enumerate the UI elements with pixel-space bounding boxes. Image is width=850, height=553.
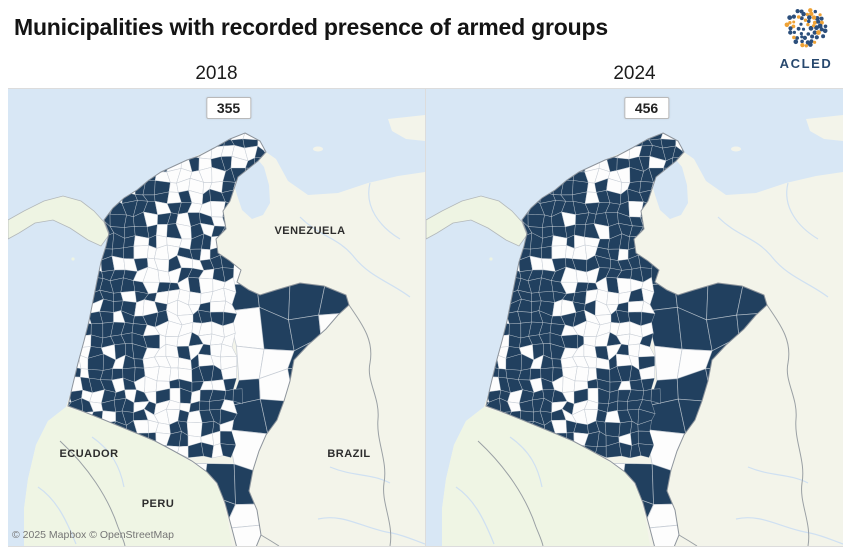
globe-dots-icon: ACLED <box>780 8 833 71</box>
country-label-peru: PERU <box>142 498 175 510</box>
choropleth-map-2018[interactable]: VENEZUELA ECUADOR PERU BRAZIL <box>8 89 425 546</box>
map-panel-2018: VENEZUELA ECUADOR PERU BRAZIL 355 © 2025… <box>8 89 426 546</box>
year-label-2018: 2018 <box>195 63 238 84</box>
count-badge-2018: 355 <box>205 97 252 119</box>
country-label-venezuela: VENEZUELA <box>274 225 345 237</box>
country-label-brazil: BRAZIL <box>327 448 370 460</box>
page-title: Municipalities with recorded presence of… <box>14 14 608 40</box>
map-attribution[interactable]: © 2025 Mapbox © OpenStreetMap <box>12 529 174 541</box>
country-label-ecuador: ECUADOR <box>59 448 118 460</box>
maps-row: VENEZUELA ECUADOR PERU BRAZIL 355 © 2025… <box>8 88 843 547</box>
acled-logo: ACLED <box>768 4 844 74</box>
year-headers: 2018 2024 <box>8 64 843 88</box>
map-panel-2024: 456 <box>426 89 843 546</box>
choropleth-map-2024[interactable] <box>426 89 843 546</box>
logo-wordmark: ACLED <box>780 56 833 71</box>
count-badge-2024: 456 <box>623 97 670 119</box>
year-label-2024: 2024 <box>613 63 656 84</box>
header: Municipalities with recorded presence of… <box>0 0 850 71</box>
